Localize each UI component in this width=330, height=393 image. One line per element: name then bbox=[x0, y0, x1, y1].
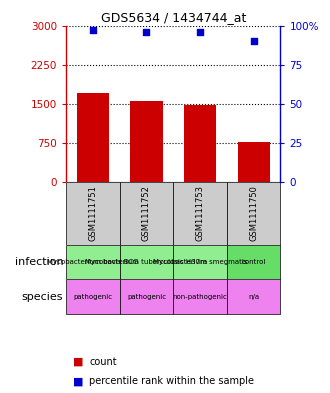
Bar bbox=[119, 279, 173, 314]
Bar bbox=[184, 105, 216, 182]
Text: n/a: n/a bbox=[248, 294, 259, 300]
Bar bbox=[173, 279, 227, 314]
Bar bbox=[227, 279, 280, 314]
Text: count: count bbox=[89, 356, 117, 367]
Point bbox=[90, 27, 95, 33]
Bar bbox=[227, 182, 280, 244]
Bar bbox=[227, 244, 280, 279]
Text: infection: infection bbox=[15, 257, 63, 267]
Bar bbox=[119, 244, 173, 279]
Text: ■: ■ bbox=[73, 356, 83, 367]
Text: GSM1111750: GSM1111750 bbox=[249, 185, 258, 241]
Bar bbox=[66, 279, 119, 314]
Text: Mycobacterium smegmatis: Mycobacterium smegmatis bbox=[153, 259, 247, 265]
Text: ■: ■ bbox=[73, 376, 83, 386]
Bar bbox=[66, 182, 119, 244]
Text: non-pathogenic: non-pathogenic bbox=[173, 294, 227, 300]
Point bbox=[251, 38, 256, 44]
Text: GSM1111753: GSM1111753 bbox=[196, 185, 205, 241]
Bar bbox=[238, 142, 270, 182]
Bar bbox=[119, 182, 173, 244]
Bar bbox=[130, 101, 162, 182]
Text: pathogenic: pathogenic bbox=[127, 294, 166, 300]
Text: GSM1111752: GSM1111752 bbox=[142, 185, 151, 241]
Text: Mycobacterium bovis BCG: Mycobacterium bovis BCG bbox=[47, 259, 139, 265]
Bar bbox=[173, 182, 227, 244]
Bar bbox=[173, 244, 227, 279]
Text: pathogenic: pathogenic bbox=[73, 294, 113, 300]
Title: GDS5634 / 1434744_at: GDS5634 / 1434744_at bbox=[101, 11, 246, 24]
Text: percentile rank within the sample: percentile rank within the sample bbox=[89, 376, 254, 386]
Text: GSM1111751: GSM1111751 bbox=[88, 185, 97, 241]
Text: control: control bbox=[242, 259, 266, 265]
Text: species: species bbox=[22, 292, 63, 302]
Bar bbox=[66, 244, 119, 279]
Bar bbox=[77, 93, 109, 182]
Point bbox=[197, 29, 203, 35]
Point bbox=[144, 29, 149, 35]
Text: Mycobacterium tuberculosis H37ra: Mycobacterium tuberculosis H37ra bbox=[85, 259, 208, 265]
